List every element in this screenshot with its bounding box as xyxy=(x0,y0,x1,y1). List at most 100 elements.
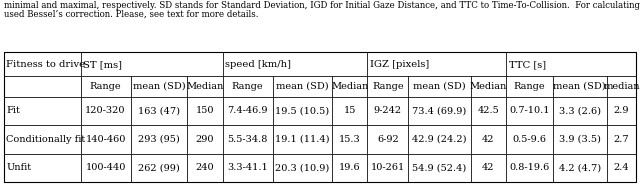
Bar xyxy=(506,154,553,182)
Bar xyxy=(4,125,81,154)
Text: 150: 150 xyxy=(196,106,214,115)
Text: 42.5: 42.5 xyxy=(477,106,499,115)
Bar xyxy=(332,97,367,125)
Text: 262 (99): 262 (99) xyxy=(138,163,180,172)
Text: 163 (47): 163 (47) xyxy=(138,106,180,115)
Bar xyxy=(408,125,471,154)
Bar xyxy=(607,154,636,182)
Bar xyxy=(131,76,188,97)
Bar xyxy=(408,76,471,97)
Text: 15.3: 15.3 xyxy=(339,135,361,144)
Text: 42: 42 xyxy=(482,135,495,144)
Text: 0.8-19.6: 0.8-19.6 xyxy=(509,163,550,172)
Text: IGZ [pixels]: IGZ [pixels] xyxy=(370,60,429,69)
Text: 100-440: 100-440 xyxy=(85,163,125,172)
Text: used Bessel’s correction. Please, see text for more details.: used Bessel’s correction. Please, see te… xyxy=(4,10,259,19)
Text: 3.3 (2.6): 3.3 (2.6) xyxy=(559,106,600,115)
Bar xyxy=(607,97,636,125)
Text: 54.9 (52.4): 54.9 (52.4) xyxy=(412,163,467,172)
Bar xyxy=(131,125,188,154)
Text: 290: 290 xyxy=(196,135,214,144)
Text: 2.7: 2.7 xyxy=(614,135,629,144)
Bar xyxy=(81,52,223,76)
Text: Range: Range xyxy=(513,82,545,91)
Bar xyxy=(332,76,367,97)
Bar xyxy=(471,97,506,125)
Bar xyxy=(188,76,223,97)
Bar xyxy=(471,154,506,182)
Bar xyxy=(506,97,553,125)
Bar xyxy=(4,154,81,182)
Text: 0.5-9.6: 0.5-9.6 xyxy=(513,135,547,144)
Bar xyxy=(506,125,553,154)
Text: Fit: Fit xyxy=(6,106,20,115)
Bar xyxy=(223,125,273,154)
Text: ST [ms]: ST [ms] xyxy=(83,60,122,69)
Text: Fitness to drive: Fitness to drive xyxy=(6,60,86,69)
Text: 42: 42 xyxy=(482,163,495,172)
Bar xyxy=(553,154,607,182)
Text: speed [km/h]: speed [km/h] xyxy=(225,60,291,69)
Bar xyxy=(81,76,131,97)
Bar xyxy=(188,154,223,182)
Bar xyxy=(367,154,408,182)
Text: Median: Median xyxy=(470,82,507,91)
Bar xyxy=(408,97,471,125)
Bar xyxy=(408,154,471,182)
Bar xyxy=(367,52,506,76)
Text: TTC [s]: TTC [s] xyxy=(509,60,546,69)
Bar xyxy=(367,97,408,125)
Text: Median: Median xyxy=(332,82,369,91)
Bar xyxy=(273,76,332,97)
Text: 240: 240 xyxy=(196,163,214,172)
Text: mean (SD): mean (SD) xyxy=(276,82,329,91)
Bar xyxy=(607,76,636,97)
Text: 7.4-46.9: 7.4-46.9 xyxy=(227,106,268,115)
Text: Median: Median xyxy=(186,82,223,91)
Text: 19.5 (10.5): 19.5 (10.5) xyxy=(275,106,330,115)
Bar xyxy=(4,52,636,182)
Text: Range: Range xyxy=(90,82,122,91)
Text: 6-92: 6-92 xyxy=(377,135,399,144)
Bar xyxy=(367,125,408,154)
Text: 293 (95): 293 (95) xyxy=(138,135,180,144)
Bar xyxy=(553,76,607,97)
Bar xyxy=(131,97,188,125)
Text: Unfit: Unfit xyxy=(6,163,31,172)
Bar xyxy=(188,97,223,125)
Text: median: median xyxy=(603,82,639,91)
Text: Range: Range xyxy=(372,82,404,91)
Bar xyxy=(81,154,131,182)
Text: 15: 15 xyxy=(344,106,356,115)
Text: Range: Range xyxy=(232,82,264,91)
Bar xyxy=(4,97,81,125)
Bar xyxy=(332,154,367,182)
Bar xyxy=(81,125,131,154)
Bar xyxy=(223,76,273,97)
Bar xyxy=(471,76,506,97)
Text: mean (SD): mean (SD) xyxy=(413,82,466,91)
Bar xyxy=(506,76,553,97)
Bar xyxy=(273,125,332,154)
Bar xyxy=(332,125,367,154)
Text: 3.3-41.1: 3.3-41.1 xyxy=(227,163,268,172)
Text: 2.9: 2.9 xyxy=(614,106,629,115)
Text: 2.4: 2.4 xyxy=(614,163,629,172)
Text: mean (SD): mean (SD) xyxy=(554,82,606,91)
Bar xyxy=(131,154,188,182)
Text: Conditionally fit: Conditionally fit xyxy=(6,135,86,144)
Text: 120-320: 120-320 xyxy=(85,106,126,115)
Bar xyxy=(188,125,223,154)
Bar xyxy=(223,52,367,76)
Bar xyxy=(4,52,81,76)
Text: 42.9 (24.2): 42.9 (24.2) xyxy=(412,135,467,144)
Text: 19.6: 19.6 xyxy=(339,163,360,172)
Text: 5.5-34.8: 5.5-34.8 xyxy=(227,135,268,144)
Text: 73.4 (69.9): 73.4 (69.9) xyxy=(412,106,467,115)
Text: 0.7-10.1: 0.7-10.1 xyxy=(509,106,550,115)
Text: 4.2 (4.7): 4.2 (4.7) xyxy=(559,163,601,172)
Text: 9-242: 9-242 xyxy=(374,106,402,115)
Bar xyxy=(471,125,506,154)
Bar xyxy=(553,97,607,125)
Bar xyxy=(4,76,81,97)
